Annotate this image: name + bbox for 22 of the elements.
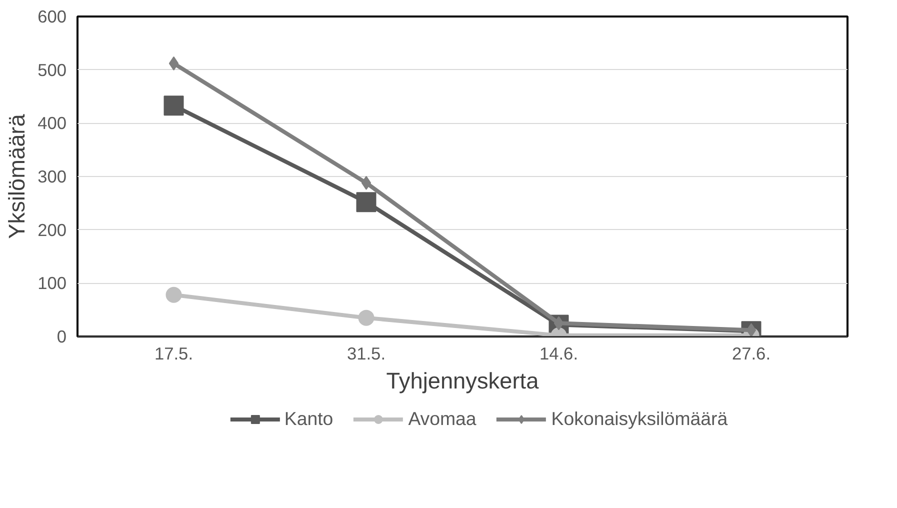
y-tick-label: 200	[38, 220, 67, 240]
point	[164, 96, 184, 116]
y-tick-label: 500	[38, 60, 67, 80]
y-axis-title: Yksilömäärä	[4, 114, 30, 239]
y-tick-label: 100	[38, 273, 67, 294]
y-tick-label: 300	[38, 166, 67, 186]
x-tick-label: 31.5.	[346, 344, 386, 364]
y-tick-label: 0	[56, 326, 67, 346]
x-axis-title: Tyhjennyskerta	[386, 368, 540, 394]
legend-label: Avomaa	[408, 408, 476, 430]
point	[356, 192, 376, 212]
x-tick-label: 27.6.	[732, 344, 771, 364]
y-tick-label: 400	[38, 113, 67, 134]
y-tick-label: 600	[38, 6, 67, 26]
point	[358, 310, 374, 326]
x-tick-label: 14.6.	[539, 344, 578, 364]
point	[361, 176, 372, 190]
legend-label: Kokonaisyksilömäärä	[551, 408, 728, 430]
point	[166, 286, 182, 303]
legend-label: Kanto	[284, 408, 334, 430]
point	[168, 56, 179, 70]
x-tick-label: 17.5.	[154, 344, 194, 364]
